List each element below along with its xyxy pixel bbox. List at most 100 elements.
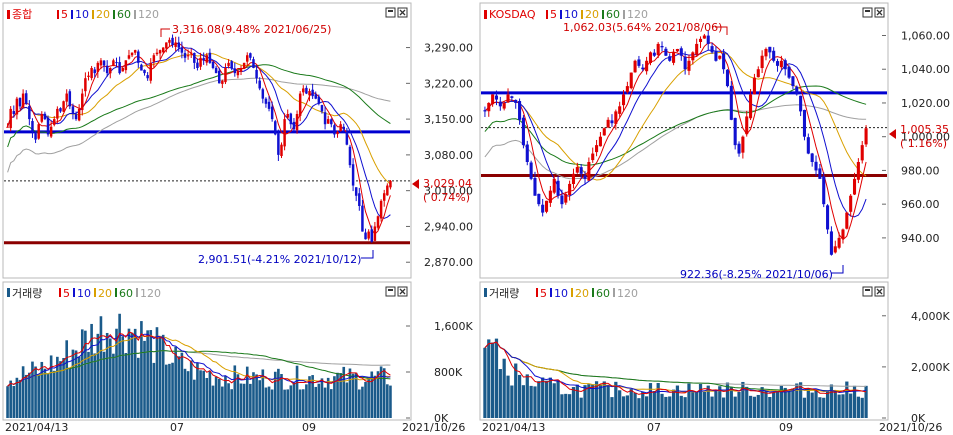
candle-body	[691, 52, 695, 61]
volume-bar	[329, 389, 333, 418]
legend-divider	[581, 10, 583, 19]
candle-body	[53, 119, 56, 125]
candle-body	[386, 185, 389, 196]
candle-body	[571, 173, 576, 185]
candle-body	[286, 114, 289, 118]
volume-bar	[261, 369, 265, 418]
legend-ma120: 120	[140, 287, 161, 300]
volume-bar	[695, 392, 699, 418]
maximize-icon[interactable]	[385, 286, 396, 297]
candle-body	[99, 60, 103, 66]
volume-bar	[305, 384, 308, 418]
kosdaq-x-tick-jul: 07	[647, 421, 661, 434]
candle-body	[729, 85, 733, 120]
volume-bar	[591, 384, 595, 418]
candle-body	[323, 112, 327, 125]
volume-bar	[382, 368, 386, 418]
candle-body	[317, 96, 321, 104]
candle-body	[133, 50, 137, 53]
volume-bar	[852, 385, 857, 418]
volume-bar	[301, 389, 305, 418]
candle-body	[102, 60, 106, 66]
volume-bar	[320, 378, 324, 418]
volume-bar	[799, 382, 803, 418]
ma20-line	[484, 51, 867, 181]
candle-body	[564, 194, 568, 203]
candle-body	[579, 167, 583, 174]
candle-body	[43, 113, 47, 120]
volume-bar	[24, 374, 28, 418]
volume-bar	[336, 372, 339, 418]
volume-bar	[214, 376, 218, 418]
kosdaq-price-legend: KOSDAQ 5 10 20 60 120	[484, 8, 648, 21]
candle-body	[81, 93, 84, 111]
volume-bar	[9, 380, 12, 418]
candle-body	[595, 145, 599, 153]
legend-series-name: 거래량	[12, 287, 42, 300]
volume-bar	[548, 377, 552, 418]
volume-bar	[656, 383, 660, 418]
volume-bar	[722, 397, 726, 418]
volume-bar	[571, 387, 576, 418]
volume-bar	[389, 385, 392, 418]
candle-body	[741, 136, 745, 153]
ma120-line	[484, 104, 867, 180]
candle-body	[255, 69, 258, 79]
candle-body	[725, 69, 730, 87]
kospi-current-change: ( 0.74%)	[423, 191, 470, 204]
volume-bar	[124, 353, 128, 418]
candle-body	[115, 62, 118, 64]
candle-body	[706, 35, 710, 44]
maximize-icon[interactable]	[862, 286, 873, 297]
candle-body	[568, 183, 572, 195]
maximize-icon[interactable]	[862, 7, 873, 18]
y-tick-label: 1,000.00	[901, 131, 950, 144]
legend-divider	[613, 288, 615, 297]
volume-bar	[610, 397, 614, 418]
y-tick-label: 1,020.00	[901, 97, 950, 110]
candle-body	[806, 137, 810, 154]
kospi-x-tick-end: 2021/10/26	[402, 421, 465, 434]
volume-bar	[521, 385, 526, 418]
volume-bar	[606, 385, 610, 418]
candle-body	[165, 42, 168, 49]
candle-body	[845, 212, 849, 229]
candle-body	[208, 52, 212, 63]
volume-bar	[768, 396, 772, 418]
kospi-current-value: 3,029.04	[423, 177, 472, 190]
candle-body	[308, 91, 311, 96]
candle-body	[583, 175, 587, 179]
candle-body	[376, 216, 380, 228]
volume-bar	[568, 394, 572, 418]
candle-body	[787, 66, 791, 78]
candle-body	[491, 94, 495, 105]
volume-bar	[12, 385, 16, 418]
candle-body	[24, 93, 28, 104]
volume-bar	[71, 349, 75, 418]
kosdaq-price-frame	[479, 2, 889, 279]
candle-body	[96, 62, 100, 72]
volume-bar	[560, 394, 564, 418]
legend-swatch-icon	[484, 288, 487, 297]
maximize-icon[interactable]	[385, 7, 396, 18]
volume-bar	[323, 387, 327, 418]
candle-body	[221, 80, 224, 84]
volume-bar	[698, 383, 703, 418]
candle-body	[598, 136, 602, 147]
volume-bar	[295, 365, 299, 418]
volume-bar	[314, 386, 318, 418]
volume-bar	[537, 381, 541, 418]
candle-body	[379, 200, 383, 219]
volume-bar	[529, 385, 533, 418]
volume-bar	[856, 396, 860, 418]
candle-body	[772, 50, 776, 61]
legend-series-name: 거래량	[489, 287, 519, 300]
close-icon-cross	[399, 288, 406, 295]
kosdaq-volume-y-axis: 4,000K 2,000K 0K	[882, 310, 950, 425]
candle-body	[68, 91, 72, 107]
volume-bar	[102, 351, 106, 418]
candle-body	[49, 126, 53, 137]
volume-bar	[772, 392, 776, 418]
candle-body	[849, 195, 853, 212]
candle-body	[224, 68, 227, 83]
